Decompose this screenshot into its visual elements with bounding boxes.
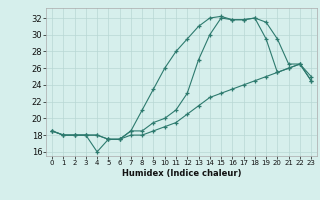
- X-axis label: Humidex (Indice chaleur): Humidex (Indice chaleur): [122, 169, 241, 178]
